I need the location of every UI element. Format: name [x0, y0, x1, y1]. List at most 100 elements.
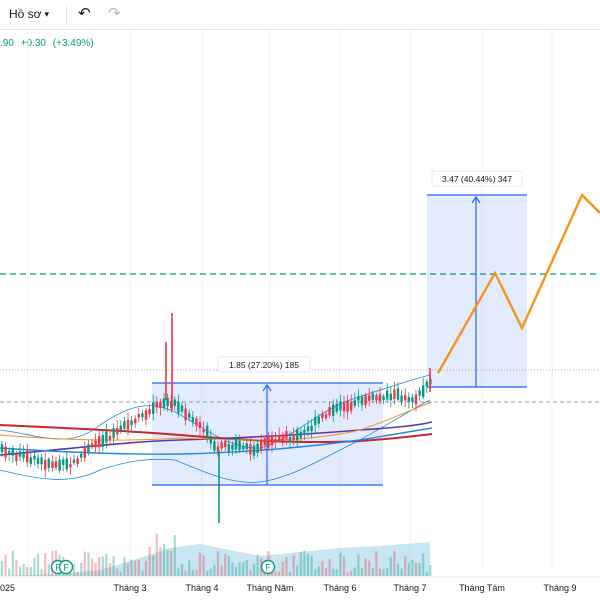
candle-body[interactable]: [270, 435, 274, 446]
candle-body[interactable]: [4, 446, 7, 458]
candle-body[interactable]: [375, 395, 378, 401]
candle-body[interactable]: [393, 389, 396, 399]
candle-body[interactable]: [306, 426, 310, 432]
candle-body[interactable]: [44, 459, 47, 470]
candle-body[interactable]: [260, 439, 263, 450]
candle-body[interactable]: [198, 422, 202, 428]
candle-body[interactable]: [386, 390, 389, 400]
candle-body[interactable]: [101, 435, 104, 447]
candle-body[interactable]: [94, 440, 97, 448]
event-markers[interactable]: F F F: [50, 559, 276, 575]
candle-body[interactable]: [353, 400, 356, 406]
candle-body[interactable]: [47, 459, 50, 468]
candle-body[interactable]: [51, 461, 54, 469]
candle-body[interactable]: [108, 435, 112, 440]
candle-body[interactable]: [90, 443, 94, 447]
candle-body[interactable]: [411, 397, 414, 403]
candle-body[interactable]: [342, 402, 346, 412]
candle-body[interactable]: [357, 396, 360, 401]
candle-body[interactable]: [321, 413, 324, 419]
candle-body[interactable]: [422, 385, 425, 397]
candle-body[interactable]: [364, 394, 367, 406]
candle-body[interactable]: [152, 402, 155, 414]
candle-body[interactable]: [220, 442, 223, 449]
candle-body[interactable]: [72, 459, 76, 463]
candle-body[interactable]: [188, 413, 191, 418]
candle-body[interactable]: [288, 436, 292, 443]
candlestick-series[interactable]: [0, 313, 432, 523]
candle-body[interactable]: [404, 394, 407, 401]
candle-body[interactable]: [58, 459, 61, 471]
candle-body[interactable]: [371, 393, 374, 400]
candle-body[interactable]: [252, 445, 256, 456]
candle-body[interactable]: [389, 393, 392, 401]
range-measure-tool[interactable]: 1.85 (27.20%) 185: [152, 356, 383, 486]
candle-body[interactable]: [234, 438, 238, 450]
candle-body[interactable]: [184, 408, 187, 421]
candle-body[interactable]: [54, 461, 58, 468]
candle-body[interactable]: [213, 441, 216, 451]
candle-body[interactable]: [378, 394, 382, 401]
candle-body[interactable]: [339, 401, 342, 411]
price-chart[interactable]: 1.85 (27.20%) 185 3.47 (40.44%) 347 F: [0, 30, 600, 600]
candle-body[interactable]: [33, 455, 36, 460]
candle-body[interactable]: [15, 454, 18, 462]
candle-body[interactable]: [87, 444, 90, 454]
candle-body[interactable]: [332, 404, 335, 416]
candle-body[interactable]: [317, 416, 320, 424]
event-marker[interactable]: F: [260, 559, 276, 575]
candle-body[interactable]: [278, 435, 281, 440]
candle-body[interactable]: [22, 452, 25, 458]
candle-body[interactable]: [216, 446, 220, 452]
candle-body[interactable]: [83, 447, 86, 458]
profile-menu-button[interactable]: Hồ sơ ▾: [9, 7, 49, 21]
candle-body[interactable]: [227, 443, 230, 452]
candle-body[interactable]: [76, 458, 79, 464]
candle-body[interactable]: [346, 400, 349, 412]
candle-body[interactable]: [396, 388, 400, 400]
candle-body[interactable]: [314, 416, 317, 426]
candle-body[interactable]: [368, 395, 371, 401]
candle-body[interactable]: [177, 401, 180, 413]
candle-body[interactable]: [130, 420, 133, 426]
candle-body[interactable]: [148, 409, 151, 415]
candle-body[interactable]: [134, 418, 137, 424]
undo-icon[interactable]: ↶: [78, 5, 91, 22]
candle-body[interactable]: [231, 444, 234, 450]
candle-body[interactable]: [274, 439, 277, 443]
candle-body[interactable]: [292, 433, 295, 440]
candle-body[interactable]: [281, 434, 284, 444]
candle-body[interactable]: [209, 437, 212, 444]
candle-body[interactable]: [8, 450, 11, 455]
candle-body[interactable]: [36, 458, 40, 464]
candle-body[interactable]: [267, 435, 270, 448]
candle-body[interactable]: [245, 443, 248, 450]
candle-body[interactable]: [159, 401, 162, 408]
candle-body[interactable]: [62, 459, 65, 465]
candle-body[interactable]: [414, 394, 418, 405]
projection-measure-tool[interactable]: 3.47 (40.44%) 347: [427, 170, 527, 388]
projection-path[interactable]: [436, 192, 600, 374]
candle-body[interactable]: [98, 436, 101, 448]
candle-body[interactable]: [0, 444, 4, 453]
redo-icon[interactable]: ↷: [108, 5, 121, 22]
candle-body[interactable]: [126, 420, 130, 430]
candle-body[interactable]: [328, 407, 331, 416]
candle-body[interactable]: [249, 444, 252, 455]
candle-body[interactable]: [238, 440, 241, 451]
candle-body[interactable]: [141, 413, 144, 418]
candle-body[interactable]: [162, 398, 166, 408]
candle-body[interactable]: [29, 457, 32, 465]
candle-body[interactable]: [242, 445, 245, 450]
event-marker[interactable]: F: [58, 559, 74, 575]
candle-body[interactable]: [400, 395, 403, 402]
candle-body[interactable]: [285, 431, 288, 439]
candle-body[interactable]: [206, 425, 209, 438]
candle-body[interactable]: [80, 453, 83, 458]
candle-body[interactable]: [256, 443, 259, 454]
candle-body[interactable]: [40, 457, 43, 465]
candle-body[interactable]: [350, 402, 353, 411]
candle-body[interactable]: [119, 425, 122, 431]
candle-body[interactable]: [324, 414, 328, 419]
candle-body[interactable]: [105, 431, 108, 443]
